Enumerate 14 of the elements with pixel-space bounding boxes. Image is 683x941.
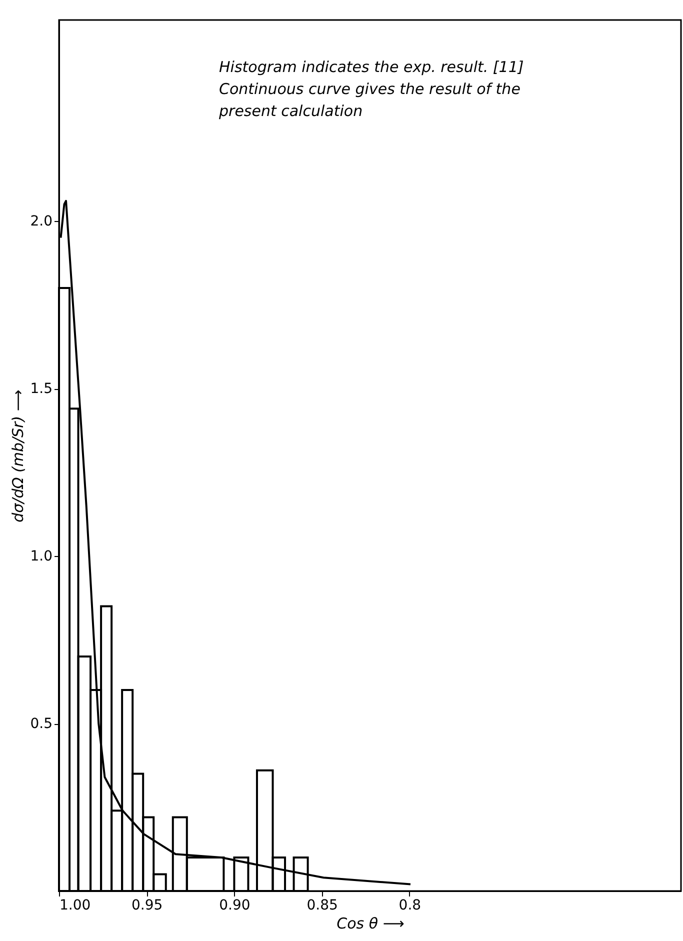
y-tick-label: 1.0	[30, 548, 52, 564]
x-tick-label: 0.90	[219, 898, 250, 914]
annotation: Histogram indicates the exp. result. [11]	[219, 58, 524, 76]
annotation: Continuous curve gives the result of the	[219, 80, 520, 98]
x-tick-label: 0.85	[306, 898, 338, 914]
y-axis-title: dσ/dΩ (mb/Sr) ⟶	[9, 390, 28, 522]
y-tick-label: 2.0	[30, 214, 52, 230]
x-tick-label: 0.8	[398, 898, 422, 914]
y-tick-label: 1.5	[30, 381, 52, 397]
x-axis-title: Cos θ ⟶	[336, 914, 404, 932]
annotation: present calculation	[218, 102, 363, 120]
y-tick-label: 0.5	[30, 716, 52, 732]
x-tick-label: 0.95	[132, 898, 163, 914]
x-tick-label: 1.00	[60, 898, 91, 914]
